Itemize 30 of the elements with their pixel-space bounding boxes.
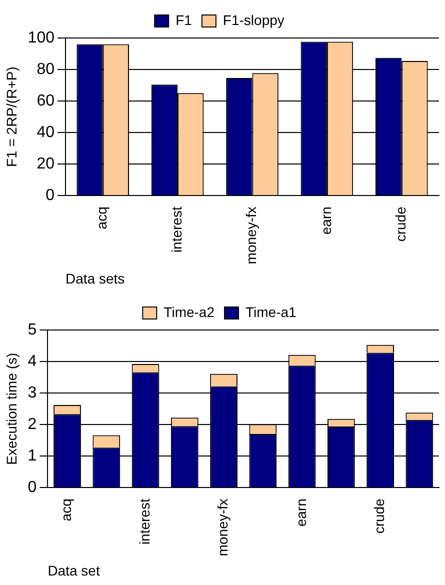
x-tick-label: money-fx	[243, 206, 260, 264]
y-tick-label: 3	[28, 384, 37, 402]
x-tick-label: earn	[292, 498, 309, 527]
y-tick-label: 2	[28, 416, 37, 433]
y-tick-label: 0	[46, 187, 55, 204]
legend-label: Time-a1	[246, 304, 297, 320]
x-tick-label: crude	[392, 206, 409, 242]
x-tick-label: crude	[371, 498, 388, 534]
y-tick-label: 20	[36, 156, 55, 173]
y-tick-label: 100	[28, 29, 55, 46]
y-tick-label: 60	[36, 92, 55, 110]
x-axis-title: Data sets	[65, 270, 125, 286]
x-tick-label: earn	[318, 206, 334, 235]
y-axis-title: Execution time (s)	[3, 352, 20, 465]
x-tick-label: acq	[94, 206, 110, 230]
y-tick-label: 5	[28, 321, 37, 338]
x-tick-label: interest	[168, 206, 184, 253]
x-tick-label: acq	[58, 498, 74, 522]
legend-label: F1	[176, 12, 192, 28]
y-tick-label: 4	[28, 352, 37, 370]
x-axis-title: Data set	[48, 562, 100, 578]
x-tick-label: money-fx	[214, 498, 231, 556]
y-tick-label: 1	[28, 448, 37, 465]
legend-label: F1-sloppy	[222, 12, 284, 28]
y-tick-label: 80	[36, 60, 55, 78]
y-axis-title: F1 = 2RP/(R+P)	[3, 66, 20, 167]
x-tick-label: interest	[136, 498, 152, 545]
y-tick-label: 40	[36, 124, 55, 141]
legend-label: Time-a2	[164, 304, 215, 320]
y-tick-label: 0	[28, 479, 37, 496]
